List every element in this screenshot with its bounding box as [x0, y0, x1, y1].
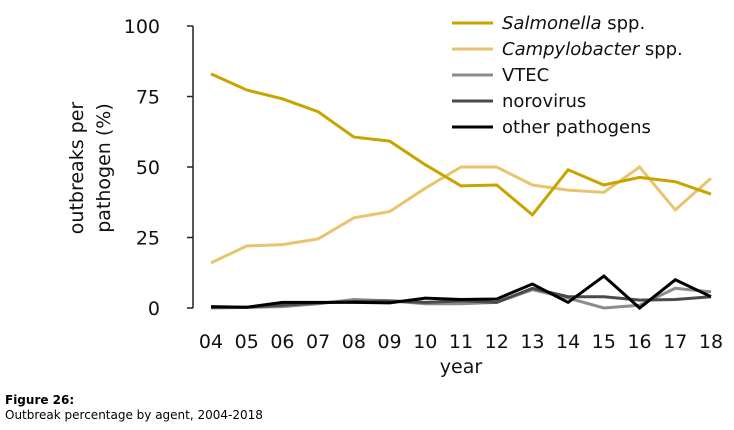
series-line-other-pathogens: [210, 274, 712, 310]
figure-caption: Outbreak percentage by agent, 2004-2018: [5, 408, 263, 422]
line-chart: 0 25 50 75 100 04 05 06 07 08 09 10 11 12 13 14 15 16 17 1…: [66, 13, 723, 378]
x-tick-label: 16: [627, 331, 651, 353]
legend-label: other pathogens: [502, 117, 651, 138]
legend-item: Campylobacter spp.: [452, 39, 683, 60]
x-tick-label: 17: [663, 331, 687, 353]
legend-label-suffix: spp.: [639, 39, 683, 60]
x-tick-label: 11: [449, 331, 473, 353]
x-tick-label: 08: [342, 331, 366, 353]
legend-label: norovirus: [502, 91, 586, 112]
x-tick-label: 09: [377, 331, 401, 353]
legend-label-name: Campylobacter: [502, 39, 641, 60]
y-tick-label: 75: [136, 87, 160, 109]
x-tick-label: 12: [485, 331, 509, 353]
legend: Salmonella spp.Campylobacter spp.VTECnor…: [452, 13, 683, 138]
x-tick-label: 14: [556, 331, 580, 353]
legend-item: Salmonella spp.: [452, 13, 645, 34]
y-tick-label: 100: [124, 16, 160, 38]
figure-label: Figure 26:: [5, 393, 75, 407]
legend-item: VTEC: [452, 65, 549, 86]
legend-label: VTEC: [502, 65, 549, 86]
legend-label-name: other pathogens: [502, 117, 651, 138]
y-axis-title-line-2: pathogen (%): [93, 103, 115, 233]
x-tick-label: 04: [199, 331, 223, 353]
x-tick-label: 13: [520, 331, 544, 353]
legend-label-name: VTEC: [502, 65, 549, 86]
y-axis: 0 25 50 75 100: [124, 16, 194, 320]
x-tick-label: 10: [413, 331, 437, 353]
x-tick-label: 05: [235, 331, 259, 353]
legend-label-name: norovirus: [502, 91, 586, 112]
x-tick-label: 18: [699, 331, 723, 353]
x-axis-title: year: [440, 356, 483, 378]
series-lines: [210, 72, 712, 310]
x-tick-label: 06: [270, 331, 294, 353]
x-axis: 04 05 06 07 08 09 10 11 12 13 14 15 16 17 18: [199, 331, 723, 353]
y-tick-label: 25: [136, 228, 160, 250]
legend-label-name: Salmonella: [502, 13, 602, 34]
y-tick-label: 50: [136, 157, 160, 179]
legend-label: Campylobacter spp.: [502, 39, 683, 60]
y-tick-label: 0: [148, 298, 160, 320]
legend-label: Salmonella spp.: [502, 13, 645, 34]
x-tick-label: 07: [306, 331, 330, 353]
x-tick-label: 15: [592, 331, 616, 353]
series-line-salmonella: [210, 72, 712, 218]
series-line-campylobacter: [210, 164, 712, 265]
legend-item: other pathogens: [452, 117, 651, 138]
legend-label-suffix: spp.: [602, 13, 646, 34]
legend-item: norovirus: [452, 91, 586, 112]
y-axis-title-line-1: outbreaks per: [66, 102, 88, 235]
